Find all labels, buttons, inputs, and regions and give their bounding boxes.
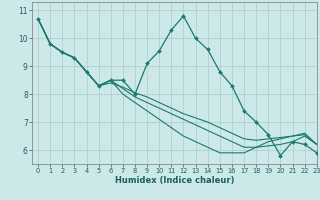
X-axis label: Humidex (Indice chaleur): Humidex (Indice chaleur)	[115, 176, 234, 185]
